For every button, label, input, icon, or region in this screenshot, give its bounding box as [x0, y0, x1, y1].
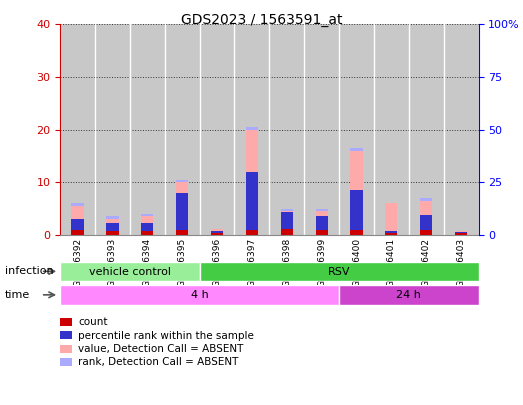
Text: percentile rank within the sample: percentile rank within the sample: [78, 330, 254, 341]
Bar: [455, 232, 467, 233]
Bar: [165, 24, 200, 235]
Text: 24 h: 24 h: [396, 290, 421, 300]
Bar: [176, 180, 188, 182]
Bar: [130, 24, 165, 235]
Bar: [315, 209, 328, 211]
Text: rank, Detection Call = ABSENT: rank, Detection Call = ABSENT: [78, 357, 238, 367]
Bar: [176, 193, 188, 230]
Bar: [72, 206, 84, 235]
Bar: [60, 285, 339, 305]
Bar: [269, 24, 304, 235]
Bar: [350, 148, 362, 151]
Bar: [141, 223, 153, 231]
Bar: [234, 24, 269, 235]
Bar: [141, 214, 153, 216]
Bar: [339, 24, 374, 235]
Text: count: count: [78, 317, 107, 327]
Bar: [315, 230, 328, 235]
Bar: [95, 24, 130, 235]
Bar: [409, 24, 444, 235]
Bar: [420, 215, 433, 230]
Bar: [455, 231, 467, 235]
Bar: [246, 172, 258, 230]
Text: RSV: RSV: [328, 267, 350, 277]
Text: 4 h: 4 h: [191, 290, 209, 300]
Bar: [420, 198, 433, 201]
Bar: [176, 182, 188, 235]
Text: time: time: [5, 290, 30, 300]
Bar: [246, 127, 258, 130]
Bar: [281, 211, 293, 235]
Bar: [385, 233, 397, 235]
Bar: [141, 216, 153, 235]
Bar: [200, 262, 479, 281]
Bar: [385, 231, 397, 233]
Bar: [72, 230, 84, 235]
Bar: [281, 209, 293, 211]
Bar: [281, 212, 293, 228]
Bar: [246, 130, 258, 235]
Bar: [420, 201, 433, 235]
Bar: [60, 24, 95, 235]
Bar: [339, 285, 479, 305]
Bar: [315, 216, 328, 230]
Bar: [350, 151, 362, 235]
Bar: [106, 219, 119, 235]
Bar: [304, 24, 339, 235]
Text: GDS2023 / 1563591_at: GDS2023 / 1563591_at: [181, 13, 342, 27]
Bar: [444, 24, 479, 235]
Bar: [60, 262, 200, 281]
Bar: [420, 230, 433, 235]
Bar: [246, 230, 258, 235]
Bar: [106, 217, 119, 219]
Text: infection: infection: [5, 266, 54, 276]
Bar: [106, 223, 119, 231]
Bar: [385, 203, 397, 235]
Text: vehicle control: vehicle control: [89, 267, 171, 277]
Bar: [141, 231, 153, 235]
Bar: [350, 190, 362, 230]
Bar: [211, 231, 223, 233]
Bar: [211, 228, 223, 235]
Bar: [200, 24, 234, 235]
Text: value, Detection Call = ABSENT: value, Detection Call = ABSENT: [78, 344, 243, 354]
Bar: [350, 230, 362, 235]
Bar: [455, 233, 467, 235]
Bar: [72, 219, 84, 230]
Bar: [374, 24, 409, 235]
Bar: [281, 228, 293, 235]
Bar: [315, 211, 328, 235]
Bar: [176, 230, 188, 235]
Bar: [72, 203, 84, 206]
Bar: [211, 233, 223, 235]
Bar: [106, 231, 119, 235]
